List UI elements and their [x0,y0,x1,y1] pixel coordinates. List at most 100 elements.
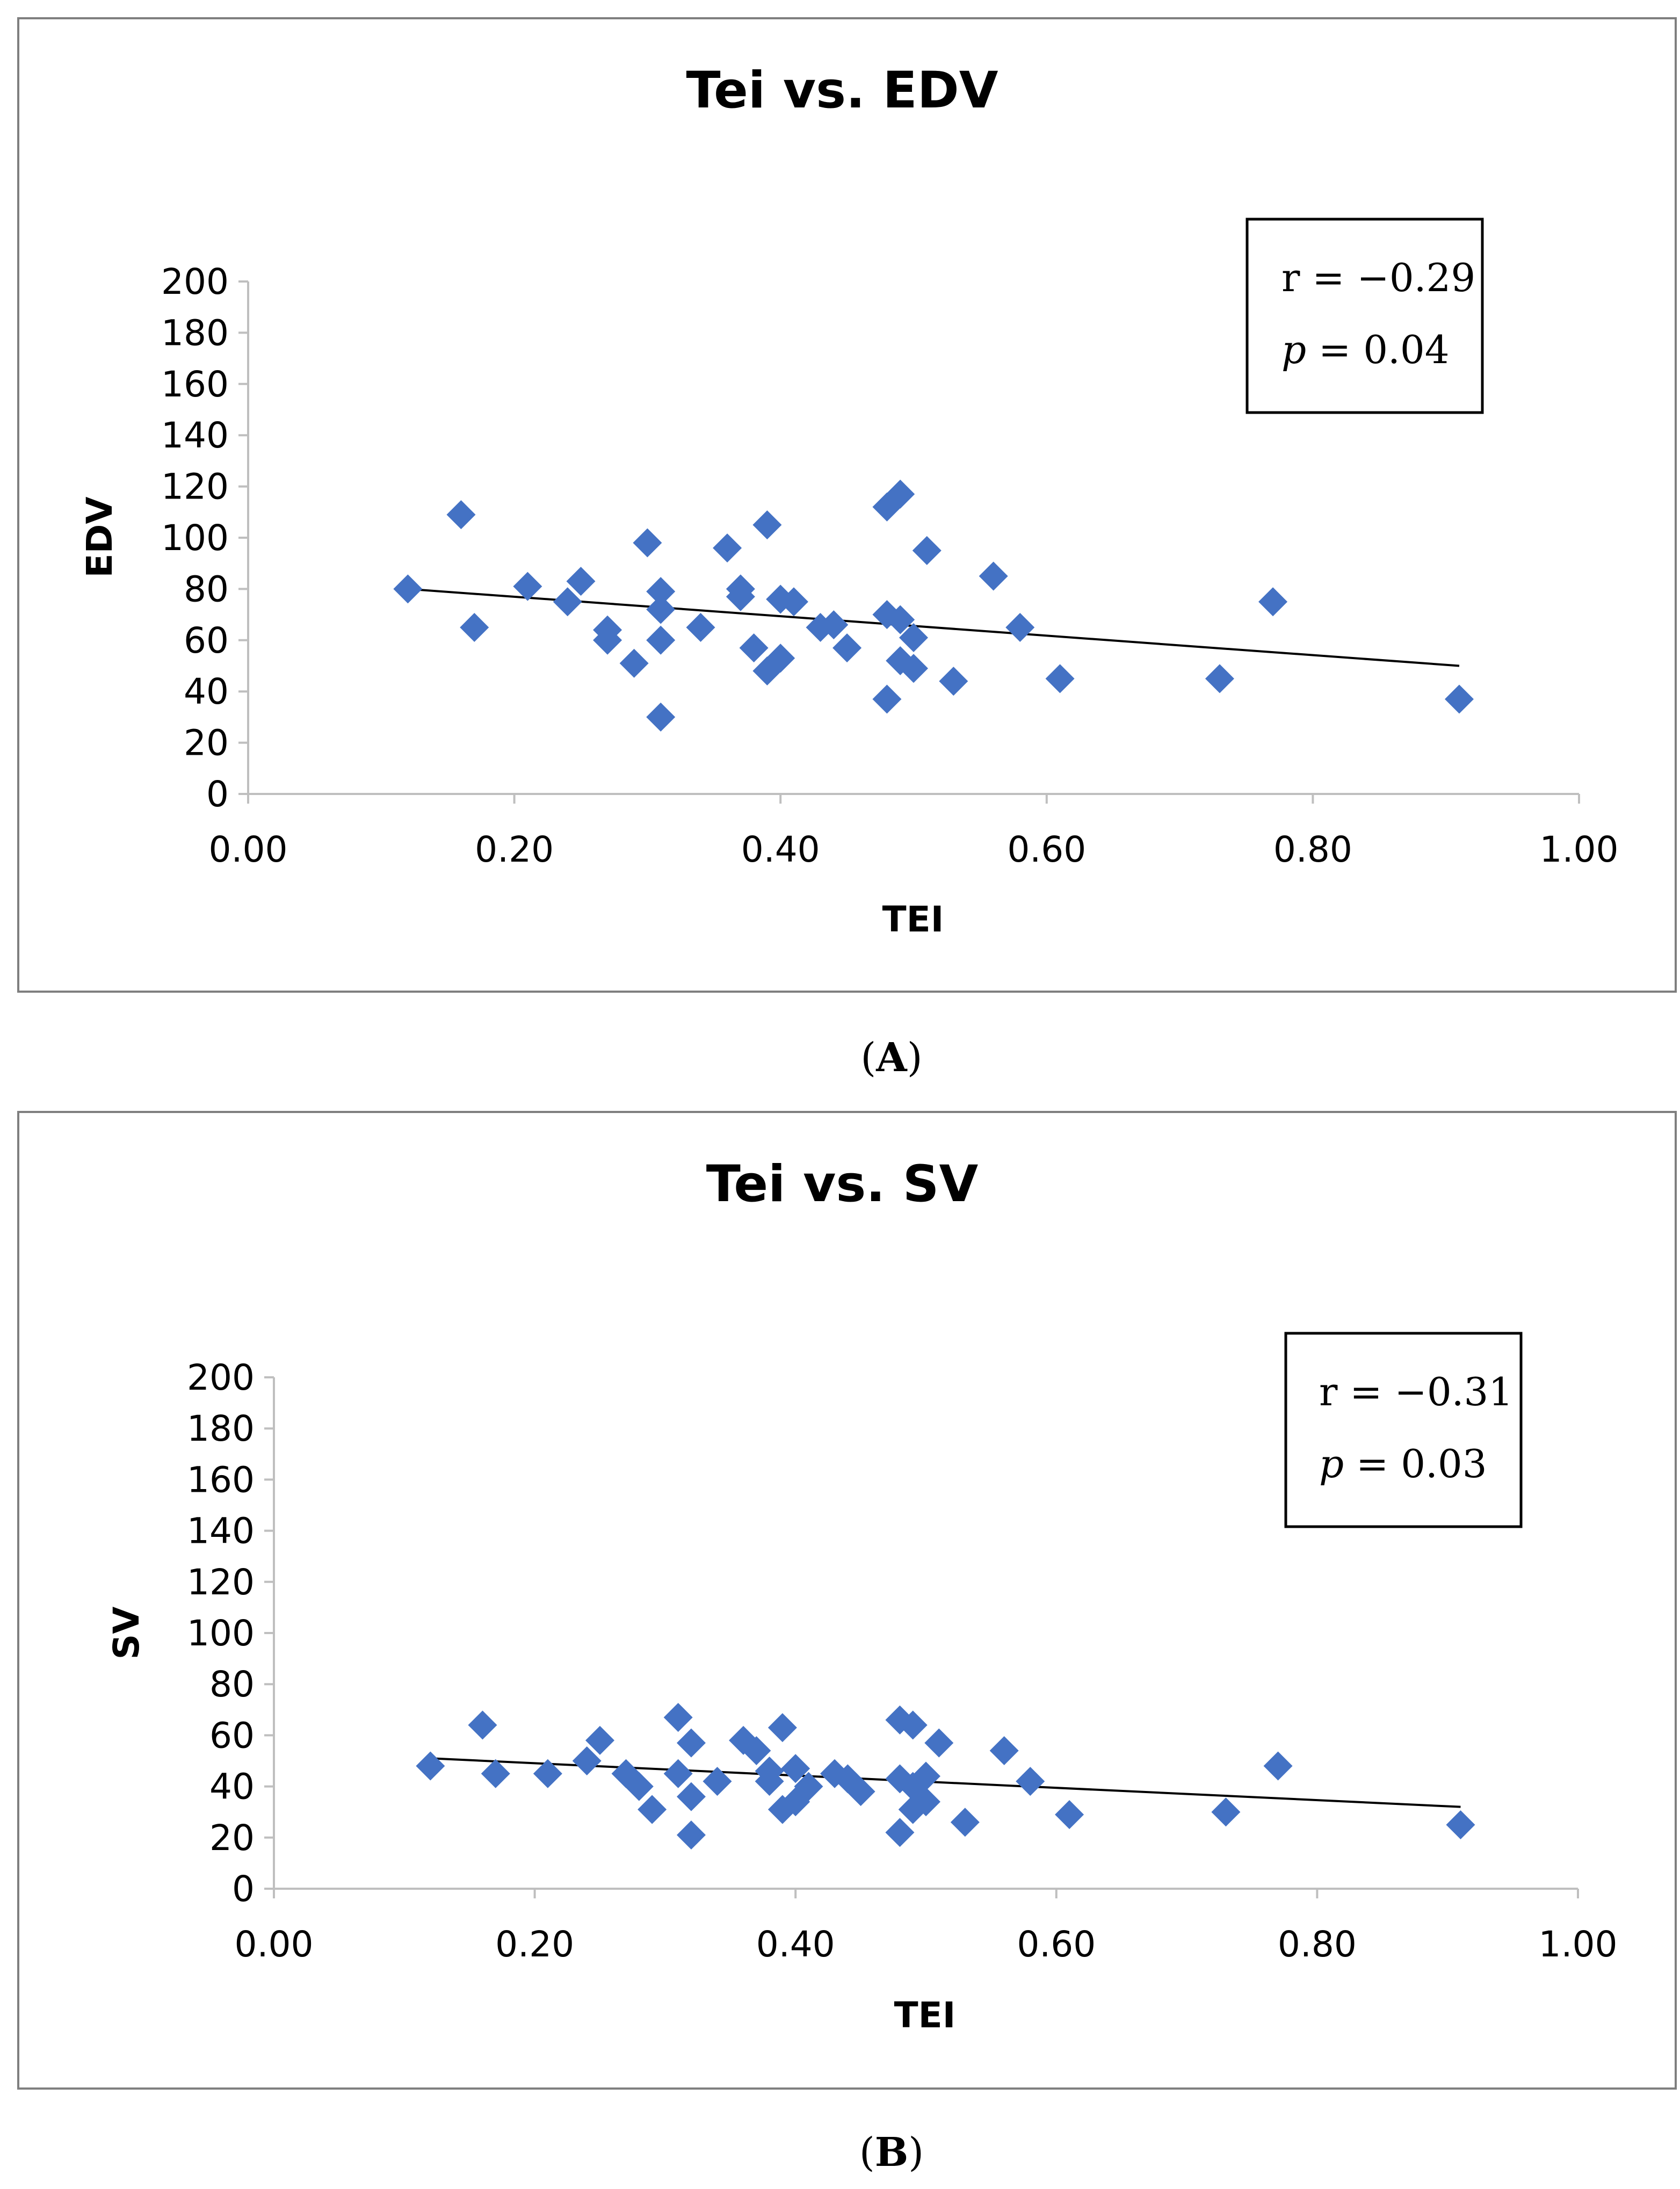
chart-a-trendline [408,588,1460,667]
chart-a-x-tick-label-5: 1.00 [1540,829,1619,870]
chart-b-point-14 [703,1767,732,1796]
chart-b-frame [17,1111,1677,2090]
chart-a-point-11 [646,595,676,624]
chart-a-point-18 [739,633,769,663]
panel-label-a-letter: A [875,1035,908,1081]
chart-b-points [416,1703,1475,1850]
chart-b-y-tick-label-5: 100 [187,1613,255,1654]
chart-b-point-33 [911,1761,940,1791]
chart-b-x-tick-label-4: 0.80 [1278,1924,1357,1965]
chart-a-point-26 [832,633,862,663]
chart-a-r-value: r = −0.29 [1281,255,1475,300]
chart-b-title: Tei vs. SV [706,1155,979,1213]
chart-b-y-tick-label-7: 140 [187,1511,255,1552]
chart-a-y-tick-label-0: 0 [206,774,229,815]
chart-b-y-tick-label-10: 200 [187,1357,255,1398]
chart-b-p-number: = 0.03 [1344,1441,1487,1486]
chart-b-point-36 [950,1808,980,1837]
chart-b-y-tick-label-1: 20 [209,1817,255,1859]
chart-b-point-40 [1211,1797,1241,1827]
chart-b-stats-box: r = −0.31 p = 0.03 [1284,1332,1523,1528]
chart-a-y-axis: 0 20 40 60 80 100 120 140 160 180 200 [161,261,249,815]
panel-label-a: (A) [860,1035,922,1081]
chart-a-point-35 [912,536,942,565]
chart-b-point-8 [638,1795,667,1824]
chart-a-y-tick-label-7: 140 [161,415,229,456]
chart-b-y-tick-label-6: 120 [187,1562,255,1603]
chart-a-point-33 [899,623,928,653]
chart-a-x-tick-label-1: 0.20 [475,829,554,870]
panel-label-b: (B) [859,2129,924,2176]
chart-a-point-42 [1444,684,1474,714]
chart-a-x-tick-label-4: 0.80 [1273,829,1352,870]
chart-b-y-tick-label-4: 80 [209,1664,255,1705]
chart-b-point-2 [481,1759,510,1788]
chart-b-point-34 [911,1787,940,1817]
chart-a-point-15 [713,533,742,563]
chart-b-point-5 [585,1725,614,1755]
chart-a-y-tick-label-3: 60 [184,620,229,661]
chart-a-point-1 [446,500,476,530]
chart-b-x-label: TEI [894,1995,956,2036]
chart-a-p-number: = 0.04 [1306,327,1449,372]
chart-a-x-tick-label-2: 0.40 [741,829,820,870]
chart-a-point-7 [593,625,622,655]
chart-a-y-ticks: 0 20 40 60 80 100 120 140 160 180 200 [161,261,248,815]
chart-b-x-tick-label-0: 0.00 [235,1924,314,1965]
chart-a-point-19 [752,510,782,540]
chart-b-point-18 [755,1767,784,1796]
chart-b-x-tick-label-2: 0.40 [756,1924,835,1965]
chart-a-x-axis: 0.00 0.20 0.40 0.60 0.80 1.00 [209,793,1619,870]
chart-a-y-tick-label-5: 100 [161,517,229,559]
chart-b-x-axis: 0.00 0.20 0.40 0.60 0.80 1.00 [235,1888,1617,1965]
chart-a-point-4 [553,587,582,617]
chart-a-point-37 [979,561,1008,591]
chart-b: Tei vs. SV 0 20 40 60 80 100 120 140 160 180 200 0… [17,1111,1677,2090]
chart-a-point-30 [886,479,915,509]
panel-label-a-open: ( [860,1035,876,1081]
chart-a-p-symbol: p [1281,327,1306,372]
chart-b-x-ticks: 0.00 0.20 0.40 0.60 0.80 1.00 [235,1889,1617,1965]
chart-b-point-0 [416,1751,445,1781]
chart-a-point-31 [886,605,915,634]
panel-label-b-open: ( [859,2129,875,2176]
chart-a-point-38 [1005,612,1035,642]
chart-a-point-41 [1258,587,1288,617]
chart-b-point-29 [885,1818,915,1847]
chart-b-point-39 [1055,1800,1084,1829]
chart-a-point-2 [460,612,489,642]
chart-b-stats-frame [1284,1332,1523,1528]
chart-a-y-tick-label-1: 20 [184,723,229,764]
chart-a-y-tick-label-9: 180 [161,312,229,353]
chart-b-r-value: r = −0.31 [1319,1369,1513,1414]
chart-a-frame [17,17,1677,993]
chart-b-point-1 [468,1710,497,1740]
chart-a-point-12 [646,625,676,655]
chart-a-y-tick-label-2: 40 [184,671,229,712]
chart-b-point-21 [781,1754,810,1783]
panel-label-b-letter: B [875,2129,909,2176]
chart-a-stats-box: r = −0.29 p = 0.04 [1245,218,1484,414]
chart-a-point-8 [619,648,649,678]
chart-a-y-tick-label-10: 200 [161,261,229,302]
chart-a-point-10 [646,577,676,606]
chart-b-point-7 [624,1772,654,1801]
chart-a-point-29 [872,684,902,714]
chart-a-point-25 [819,610,849,640]
chart-b-y-tick-label-9: 180 [187,1408,255,1449]
chart-a-point-39 [1045,664,1075,693]
chart-a-points [393,479,1474,732]
chart-a-point-23 [779,587,808,617]
chart-a-point-36 [939,667,968,696]
chart-a-point-9 [633,528,662,558]
chart-b-point-37 [989,1736,1019,1765]
chart-a-point-0 [393,574,423,604]
chart-a-x-tick-label-3: 0.60 [1007,829,1086,870]
chart-b-point-12 [676,1782,706,1811]
chart-a-y-tick-label-8: 160 [161,364,229,405]
chart-a-point-5 [566,567,596,596]
chart-b-point-35 [924,1728,954,1758]
chart-a-point-17 [726,582,755,611]
chart-a-point-40 [1205,664,1234,693]
chart-b-point-16 [742,1736,771,1765]
